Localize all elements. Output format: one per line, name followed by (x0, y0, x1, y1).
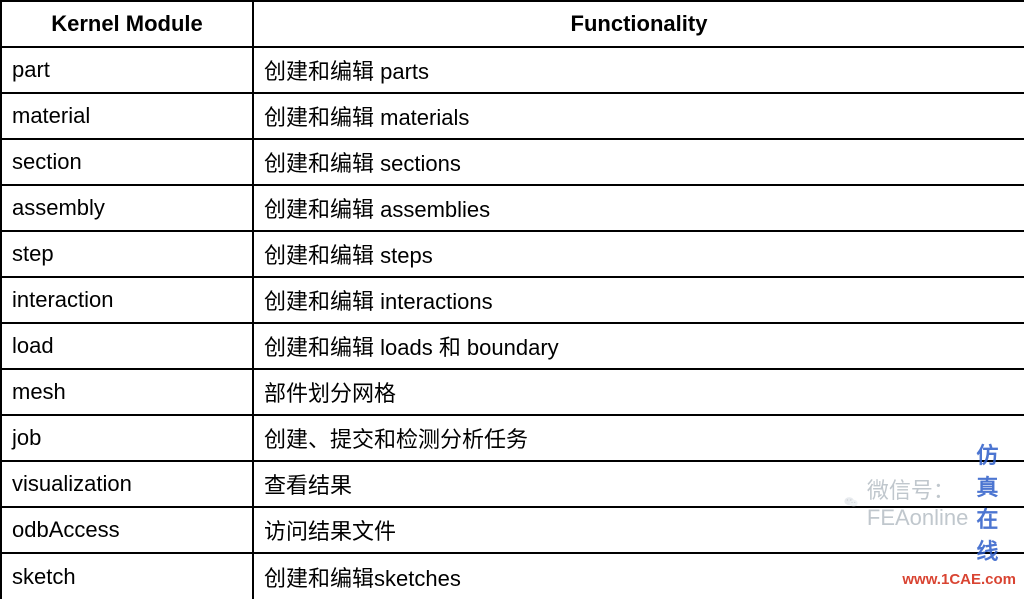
cell-functionality: 创建和编辑 parts (253, 47, 1024, 93)
cell-module: section (1, 139, 253, 185)
table-row: mesh 部件划分网格 (1, 369, 1024, 415)
cell-module: part (1, 47, 253, 93)
cell-module: step (1, 231, 253, 277)
brand-url-text: www.1CAE.com (902, 571, 1016, 588)
cell-module: job (1, 415, 253, 461)
table-row: interaction 创建和编辑 interactions (1, 277, 1024, 323)
header-kernel-module: Kernel Module (1, 1, 253, 47)
cell-module: material (1, 93, 253, 139)
wechat-icon (844, 489, 858, 515)
cell-functionality: 创建和编辑 interactions (253, 277, 1024, 323)
watermark-group: 微信号：FEAonline 仿真在线 (844, 438, 1016, 566)
cell-functionality: 创建和编辑 sections (253, 139, 1024, 185)
header-functionality: Functionality (253, 1, 1024, 47)
table-row: load 创建和编辑 loads 和 boundary (1, 323, 1024, 369)
table-row: material 创建和编辑 materials (1, 93, 1024, 139)
cell-module: interaction (1, 277, 253, 323)
cell-module: load (1, 323, 253, 369)
cell-functionality: 部件划分网格 (253, 369, 1024, 415)
table-row: part 创建和编辑 parts (1, 47, 1024, 93)
wechat-watermark-text: 微信号：FEAonline (867, 473, 969, 531)
cell-module: mesh (1, 369, 253, 415)
table-row: assembly 创建和编辑 assemblies (1, 185, 1024, 231)
table-header-row: Kernel Module Functionality (1, 1, 1024, 47)
cell-functionality: 创建和编辑 loads 和 boundary (253, 323, 1024, 369)
table-row: section 创建和编辑 sections (1, 139, 1024, 185)
cell-functionality: 创建和编辑 assemblies (253, 185, 1024, 231)
cell-functionality: 创建和编辑 steps (253, 231, 1024, 277)
cell-module: visualization (1, 461, 253, 507)
cell-module: sketch (1, 553, 253, 599)
cell-functionality: 创建和编辑 materials (253, 93, 1024, 139)
brand-watermark-text: 仿真在线 (976, 438, 1016, 566)
cell-module: odbAccess (1, 507, 253, 553)
table-row: step 创建和编辑 steps (1, 231, 1024, 277)
cell-module: assembly (1, 185, 253, 231)
